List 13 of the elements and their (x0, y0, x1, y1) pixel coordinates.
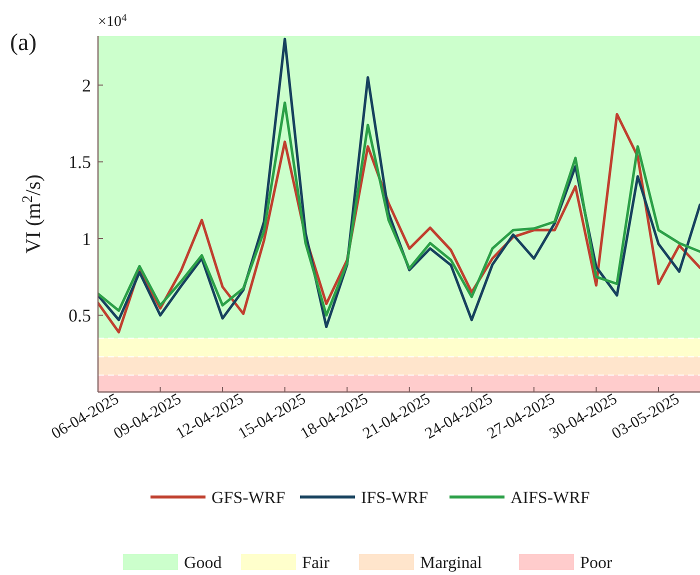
legend-label: AIFS-WRF (510, 488, 590, 507)
legend-label: GFS-WRF (212, 488, 286, 507)
y-tick-label: 0.5 (68, 306, 91, 326)
y-tick-label: 1.5 (68, 152, 91, 172)
text: ×10$^{4}$ (98, 12, 128, 30)
legend-label: Poor (580, 552, 612, 572)
legend-label: Good (184, 552, 222, 572)
y-tick-label: 2 (82, 75, 91, 96)
legend-label: IFS-WRF (361, 488, 428, 507)
legend-label: Fair (302, 552, 330, 572)
y-tick-label: 1 (82, 228, 91, 249)
text: (a) (10, 30, 37, 56)
legend-label: Marginal (420, 552, 482, 572)
